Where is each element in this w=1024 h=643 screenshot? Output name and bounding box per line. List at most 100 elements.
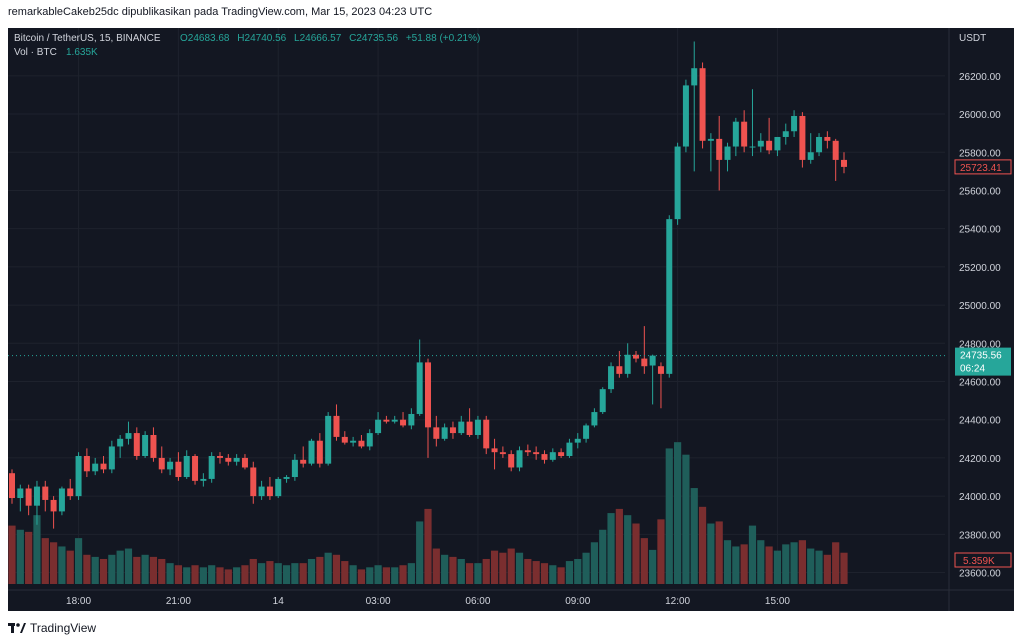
candle-body — [724, 146, 731, 160]
candle-body — [108, 446, 115, 470]
price-tick-label: 24800.00 — [959, 339, 1001, 350]
volume-bar — [490, 550, 499, 584]
candle-body — [83, 456, 90, 472]
volume-bar — [682, 454, 690, 584]
volume-bar — [424, 508, 432, 584]
candle-body — [699, 68, 706, 141]
candles — [9, 41, 847, 529]
low-label: L — [294, 33, 300, 44]
candle-body — [508, 454, 515, 468]
current-price-text: 24735.56 — [960, 351, 1002, 362]
candle-body — [50, 499, 57, 512]
volume-bar — [166, 563, 174, 584]
candle-body — [599, 389, 606, 413]
candle-body — [391, 419, 398, 422]
candle-body — [366, 433, 373, 447]
volume-bar — [640, 538, 648, 584]
candle-body — [757, 140, 764, 147]
volume-bar — [557, 567, 565, 584]
volume-bar — [698, 506, 707, 584]
candle-body — [142, 434, 149, 457]
volume-bar — [299, 563, 307, 584]
candle-body — [192, 456, 199, 481]
high-label: H — [237, 33, 244, 44]
volume-bar — [357, 569, 366, 584]
volume-bar — [757, 540, 765, 584]
volume-bar — [16, 529, 24, 584]
candle-body — [524, 450, 531, 453]
candle-body — [117, 438, 124, 447]
volume-bar — [582, 552, 590, 584]
candle-body — [541, 454, 548, 460]
volume-bar — [832, 542, 840, 584]
volume-bar — [8, 525, 16, 584]
candle-body — [225, 457, 232, 462]
candle-body — [608, 366, 615, 390]
volume-bar — [457, 558, 465, 584]
volume-bar — [74, 538, 83, 584]
candle-body — [283, 477, 290, 479]
volume-bar — [25, 531, 33, 584]
volume-bar — [233, 567, 241, 584]
candle-body — [133, 433, 140, 457]
candle-body — [483, 419, 490, 449]
close-label: C — [349, 33, 356, 44]
candle-body — [241, 457, 248, 468]
price-axis[interactable]: 26200.00 26000.00 25800.00 25600.00 25400.00… — [959, 72, 1001, 580]
volume-bar — [782, 544, 790, 584]
volume-bar — [341, 561, 349, 584]
price-tick-label: 24200.00 — [959, 454, 1001, 465]
volume-bar — [33, 515, 41, 584]
volume-bar — [391, 567, 399, 584]
volume-bar — [133, 556, 141, 584]
chart-panel[interactable]: 26200.00 26000.00 25800.00 25600.00 25400.00… — [8, 28, 1014, 611]
time-tick-label: 14 — [273, 596, 285, 607]
volume-bar — [258, 563, 266, 584]
volume-bar — [249, 558, 257, 584]
candle-body — [766, 140, 773, 151]
candle-body — [691, 68, 698, 86]
volume-bar — [66, 550, 74, 584]
legend: Bitcoin / TetherUS, 15, BINANCE O24683.6… — [14, 33, 480, 58]
candle-body — [416, 362, 423, 414]
candle-body — [666, 219, 673, 374]
volume-bar — [807, 548, 815, 584]
candle-body — [333, 415, 340, 437]
candle-body — [316, 440, 323, 464]
volume-bar — [282, 565, 291, 584]
candle-body — [807, 152, 814, 160]
volume-bar — [349, 565, 357, 584]
candle-body — [441, 427, 448, 439]
volume-bar — [407, 563, 415, 584]
time-axis[interactable]: 18:00 21:00 14 03:00 06:00 09:00 12:00 15:00 — [66, 596, 790, 607]
time-tick-label: 18:00 — [66, 596, 91, 607]
candle-body — [433, 427, 440, 439]
volume-bar — [615, 508, 623, 584]
price-tick-label: 23800.00 — [959, 530, 1001, 541]
volume-bar — [474, 563, 482, 584]
candle-body — [175, 461, 182, 478]
volume-bar — [224, 569, 232, 584]
close-value: 24735.56 — [356, 33, 398, 44]
candle-body — [341, 436, 348, 443]
price-tick-label: 24000.00 — [959, 492, 1001, 503]
volume-bar — [649, 549, 657, 584]
candlestick-chart[interactable]: 26200.00 26000.00 25800.00 25600.00 25400.00… — [8, 28, 1014, 611]
volume-value: 1.635K — [66, 47, 98, 58]
price-tick-label: 26000.00 — [959, 110, 1001, 121]
time-tick-label: 09:00 — [565, 596, 590, 607]
volume-bar — [41, 538, 49, 584]
volume-bar — [740, 544, 748, 584]
volume-bar — [674, 442, 682, 584]
volume-bar — [690, 488, 698, 584]
candle-body — [466, 421, 473, 435]
volume-bar — [798, 540, 806, 584]
volume-bar — [99, 558, 108, 584]
currency-label: USDT — [959, 33, 986, 44]
volume-bar — [607, 513, 615, 584]
volume-bar — [790, 542, 798, 584]
price-tags: 24735.56 06:24 25723.41 5.359K — [8, 159, 1012, 568]
volume-bar — [599, 529, 607, 584]
candle-body — [474, 419, 481, 435]
chart-background — [8, 28, 1014, 611]
